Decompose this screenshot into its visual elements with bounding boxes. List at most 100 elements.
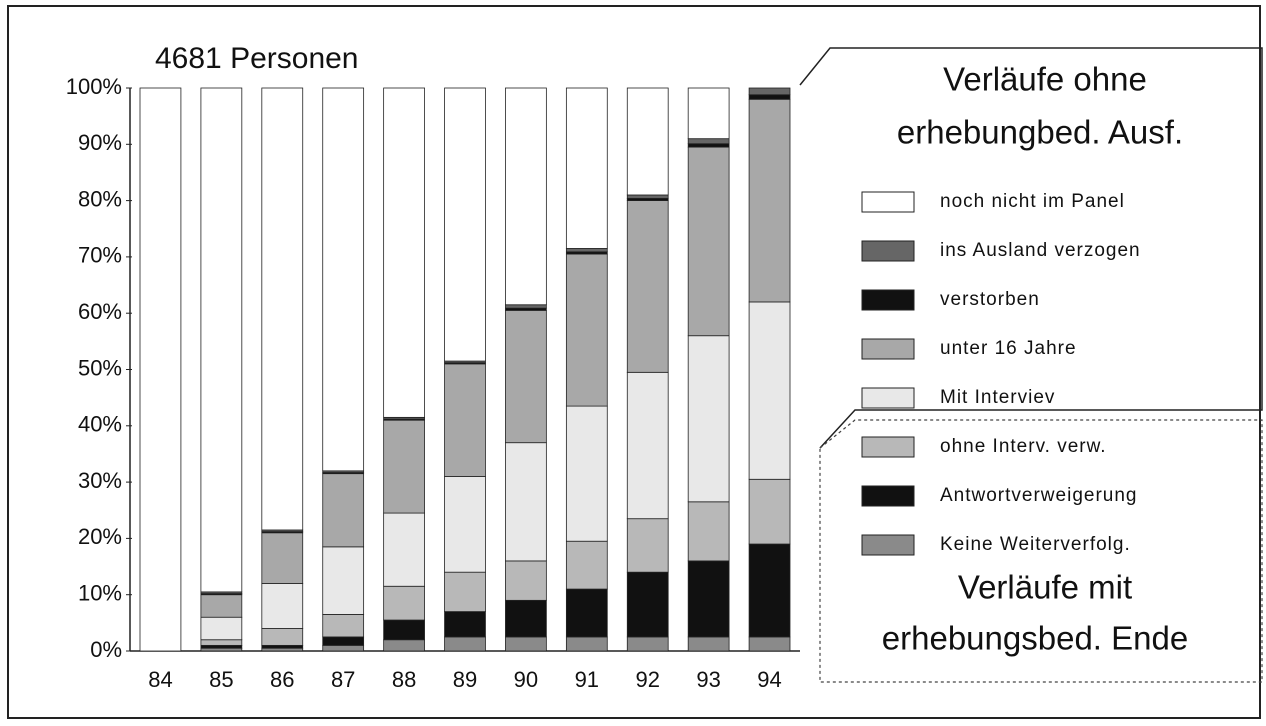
bar-segment (748, 301, 791, 480)
bar-segment (444, 571, 486, 612)
bar-segment (383, 419, 425, 514)
legend-swatch (861, 436, 915, 458)
bar-segment (200, 639, 243, 646)
bar-segment (322, 614, 365, 638)
bar-segment (748, 94, 791, 100)
bar-segment (383, 639, 425, 652)
bar-segment (505, 560, 547, 601)
y-tick-label: 100% (66, 74, 122, 99)
legend-swatch (861, 387, 915, 409)
bar-segment (444, 476, 486, 573)
bar-segment (505, 304, 547, 309)
y-tick-label: 10% (78, 581, 122, 606)
bar-segment (261, 532, 304, 584)
bar-segment (444, 87, 486, 362)
bar-segment (200, 644, 243, 649)
annotation: erhebungsbed. Ende (882, 620, 1188, 657)
bar-segment (687, 636, 730, 652)
chart-title: 4681 Personen (155, 42, 359, 75)
bar-segment (200, 87, 243, 593)
lower-box (819, 419, 1263, 683)
legend-swatch (861, 485, 915, 507)
upper-box (799, 47, 1263, 449)
bar-segment (261, 644, 304, 649)
y-tick-label: 0% (90, 637, 122, 662)
bar-segment (444, 636, 486, 652)
bar-segment (322, 644, 365, 652)
legend-swatch (861, 191, 915, 213)
bar-segment (383, 619, 425, 641)
y-tick-label: 80% (78, 186, 122, 211)
bar-segment (687, 146, 730, 337)
bar-segment (687, 143, 730, 148)
bar-segment (444, 363, 486, 477)
y-tick-label: 70% (78, 243, 122, 268)
bar-segment (748, 478, 791, 545)
bar-segment (748, 636, 791, 652)
bar-segment (383, 585, 425, 621)
y-tick-label: 50% (78, 355, 122, 380)
bar-segment (505, 87, 547, 306)
x-tick-label: 91 (575, 667, 599, 692)
bar-segment (565, 253, 608, 407)
x-tick-label: 86 (270, 667, 294, 692)
bar-segment (626, 518, 669, 573)
bar-segment (626, 571, 669, 638)
x-tick-label: 89 (453, 667, 477, 692)
annotation: Verläufe ohne (943, 61, 1147, 98)
bar-segment (687, 335, 730, 503)
bar-segment (261, 583, 304, 629)
bar-segment (626, 371, 669, 520)
bar-segment (383, 87, 425, 418)
bar-segment (261, 87, 304, 531)
bar-segment (505, 599, 547, 638)
annotation: erhebungbed. Ausf. (897, 114, 1183, 151)
bar-segment (200, 647, 243, 652)
bar-segment (322, 87, 365, 472)
bar-segment (565, 636, 608, 652)
bar-segment (687, 560, 730, 638)
x-tick-label: 87 (331, 667, 355, 692)
legend-label: noch nicht im Panel (940, 191, 1125, 212)
bar-segment (565, 248, 608, 253)
bar-segment (565, 87, 608, 249)
legend-label: Antwortverweigerung (940, 485, 1137, 506)
legend-label: Keine Weiterverfolg. (940, 534, 1131, 555)
legend-label: Mit Interviev (940, 387, 1055, 408)
bar-segment (565, 405, 608, 542)
legend-label: ins Ausland verzogen (940, 240, 1141, 261)
bar-segment (505, 636, 547, 652)
legend-swatch (861, 338, 915, 360)
bar-segment (261, 647, 304, 652)
bar-segment (322, 546, 365, 615)
bar-segment (444, 611, 486, 638)
bar-segment (261, 628, 304, 646)
bar-segment (200, 616, 243, 641)
x-tick-label: 90 (514, 667, 538, 692)
bar-segment (748, 87, 791, 96)
y-tick-label: 60% (78, 299, 122, 324)
x-tick-label: 88 (392, 667, 416, 692)
annotation: Verläufe mit (958, 569, 1132, 606)
x-tick-label: 94 (757, 667, 781, 692)
bar-segment (626, 636, 669, 652)
bar-segment (383, 512, 425, 587)
legend-swatch (861, 240, 915, 262)
x-tick-label: 93 (696, 667, 720, 692)
bar-segment (322, 636, 365, 646)
y-tick-label: 30% (78, 468, 122, 493)
y-tick-label: 40% (78, 412, 122, 437)
bar-segment (687, 138, 730, 145)
bar-segment (626, 87, 669, 196)
legend-label: verstorben (940, 289, 1040, 310)
legend-swatch (861, 289, 915, 311)
x-tick-label: 85 (209, 667, 233, 692)
bar-segment (626, 194, 669, 199)
bar-segment (748, 98, 791, 303)
bar-segment (139, 87, 182, 652)
bar-segment (626, 200, 669, 373)
legend-swatch (861, 534, 915, 556)
bar-segment (505, 309, 547, 444)
y-tick-label: 90% (78, 130, 122, 155)
